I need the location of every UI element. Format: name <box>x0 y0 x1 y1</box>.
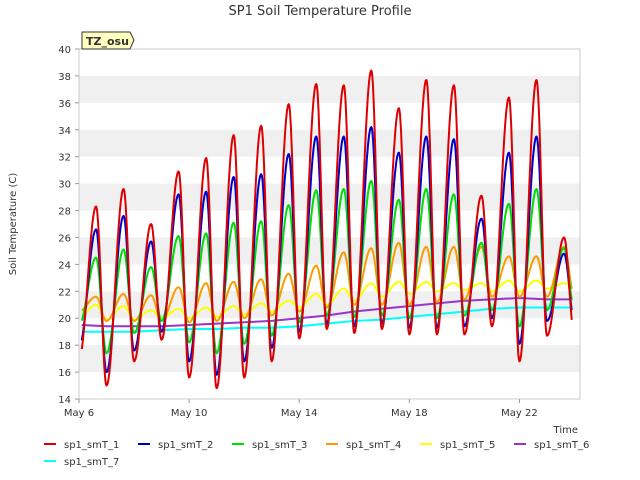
y-axis-label: Soil Temperature (C) <box>8 173 19 276</box>
x-tick-label: May 18 <box>391 408 428 419</box>
y-tick-label: 34 <box>58 126 71 137</box>
grid-band <box>79 237 580 265</box>
legend: sp1_smT_1 sp1_smT_2 sp1_smT_3 sp1_smT_4 sp1_… <box>44 440 589 468</box>
grid-band <box>79 345 580 373</box>
y-tick-label: 18 <box>58 341 71 352</box>
x-tick-label: May 10 <box>171 408 208 419</box>
x-tick-label: May 6 <box>64 408 94 419</box>
plot-area <box>78 48 581 400</box>
x-axis-label: Time <box>553 425 578 436</box>
y-tick-label: 20 <box>58 314 71 325</box>
y-tick-label: 38 <box>58 72 71 83</box>
annotation-badge-box <box>81 31 135 50</box>
y-axis: 14 16 18 20 22 24 26 28 30 32 34 36 38 40 <box>58 45 79 406</box>
grid-band <box>79 129 580 157</box>
legend-label: sp1_smT_3 <box>252 440 307 451</box>
y-tick-label: 26 <box>58 233 71 244</box>
legend-label: sp1_smT_4 <box>346 440 401 451</box>
legend-label: sp1_smT_1 <box>64 440 119 451</box>
y-tick-label: 36 <box>58 99 71 110</box>
annotation-label: TZ_osu <box>86 35 129 48</box>
y-tick-label: 28 <box>58 207 71 218</box>
legend-label: sp1_smT_6 <box>534 440 589 451</box>
legend-label: sp1_smT_2 <box>158 440 213 451</box>
y-tick-label: 14 <box>58 395 71 406</box>
y-tick-label: 30 <box>58 180 71 191</box>
chart-title: SP1 Soil Temperature Profile <box>229 4 412 19</box>
series-layer <box>80 69 573 390</box>
y-tick-label: 24 <box>58 260 71 271</box>
annotation-badge: TZ_osu <box>81 31 135 50</box>
grid-band <box>79 183 580 211</box>
legend-label: sp1_smT_5 <box>440 440 495 451</box>
x-axis: May 6 May 10 May 14 May 18 May 22 <box>64 399 538 419</box>
y-tick-label: 16 <box>58 368 71 379</box>
x-tick-label: May 14 <box>281 408 318 419</box>
series-line-sp1-smT-1 <box>80 69 573 390</box>
y-tick-label: 32 <box>58 153 71 164</box>
x-tick-label: May 22 <box>501 408 538 419</box>
y-tick-label: 22 <box>58 287 71 298</box>
grid-band <box>79 75 580 103</box>
y-tick-label: 40 <box>58 45 71 56</box>
legend-label: sp1_smT_7 <box>64 457 119 468</box>
